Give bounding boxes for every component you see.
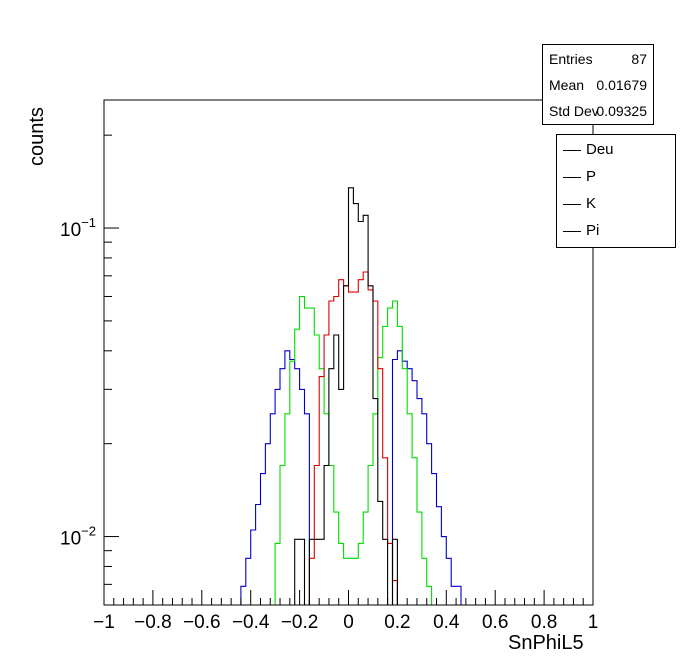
x-tick-label: 0.2 (384, 612, 410, 633)
x-axis-label: SnPhiL5 (508, 632, 584, 654)
y-axis-label: counts (26, 107, 48, 166)
x-tick-label: −1 (93, 612, 115, 633)
axes-layer: −1 −0.8 −0.6 −0.4 −0.2 0 0.2 0.4 0.6 0.8 1 10−1 10−2 (60, 134, 599, 633)
legend-label-k: K (586, 195, 597, 212)
x-tick-label: −0.8 (134, 612, 172, 633)
series-deu (104, 187, 593, 606)
legend-label-deu: Deu (586, 141, 614, 158)
stats-entries-value: 87 (631, 51, 647, 67)
series-layer (104, 187, 593, 606)
x-tick-label: −0.2 (281, 612, 319, 633)
y-tick-label: 10−2 (60, 524, 96, 550)
series-pi (104, 350, 593, 606)
stats-entries-label: Entries (549, 51, 593, 67)
legend-item-pi: Pi (557, 220, 675, 244)
x-tick-label: 0.6 (482, 612, 508, 633)
series-k (104, 295, 593, 606)
legend-swatch-deu (563, 150, 581, 151)
stats-std-value: 0.09325 (596, 103, 647, 119)
legend-item-deu: Deu (557, 139, 675, 163)
stats-mean-row: Mean 0.01679 (549, 77, 647, 97)
legend-swatch-k (563, 204, 581, 205)
legend-item-p: P (557, 166, 675, 190)
x-tick-label: 0.8 (531, 612, 557, 633)
legend-item-k: K (557, 193, 675, 217)
plot-frame (103, 99, 594, 606)
y-tick-label: 10−1 (60, 215, 96, 241)
x-tick-label: −0.6 (183, 612, 221, 633)
legend-label-pi: Pi (586, 222, 600, 239)
series-p (104, 271, 593, 606)
x-tick-label: −0.4 (232, 612, 270, 633)
legend-label-p: P (586, 168, 597, 185)
legend-swatch-pi (563, 231, 581, 232)
stats-mean-value: 0.01679 (596, 77, 647, 93)
legend: Deu P K Pi (556, 134, 676, 248)
stats-entries-row: Entries 87 (549, 51, 647, 71)
stats-std-label: Std Dev (549, 103, 599, 119)
x-tick-label: 1 (588, 612, 599, 633)
x-tick-label: 0.4 (433, 612, 460, 633)
stats-box: Entries 87 Mean 0.01679 Std Dev 0.09325 (542, 44, 654, 125)
x-tick-label: 0 (343, 612, 354, 633)
legend-swatch-p (563, 177, 581, 178)
stats-std-row: Std Dev 0.09325 (549, 103, 647, 123)
stats-mean-label: Mean (549, 77, 585, 93)
